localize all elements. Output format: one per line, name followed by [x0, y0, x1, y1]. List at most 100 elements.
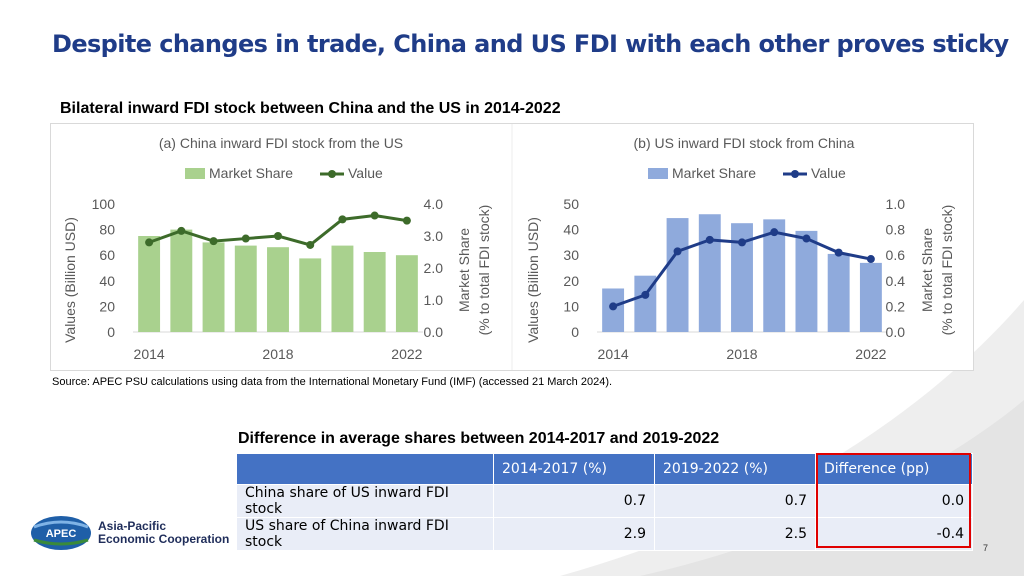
point-value: [145, 238, 154, 247]
x-axis-tick-label: 2014: [598, 346, 629, 362]
bar-market-share: [859, 262, 882, 332]
row-label: US share of China inward FDI stock: [236, 517, 494, 551]
bar-market-share: [395, 255, 418, 332]
section-title: Bilateral inward FDI stock between China…: [60, 100, 561, 117]
header-cell-blank: [236, 453, 494, 485]
right-axis-tick-label: 0.4: [886, 273, 906, 289]
bar-market-share: [698, 214, 721, 332]
right-axis-tick-label: 2.0: [424, 260, 444, 276]
header-cell-2019-2022: 2019-2022 (%): [654, 453, 816, 485]
point-value: [241, 234, 250, 243]
left-axis-tick-label: 10: [563, 298, 579, 314]
table-header-row: 2014-2017 (%) 2019-2022 (%) Difference (…: [236, 453, 973, 485]
left-axis-tick-label: 20: [563, 273, 579, 289]
cell-2014-2017: 0.7: [493, 484, 655, 518]
right-axis-tick-label: 0.0: [424, 324, 444, 340]
source-note: Source: APEC PSU calculations using data…: [52, 376, 613, 388]
point-value: [770, 228, 779, 237]
table-title: Difference in average shares between 201…: [238, 430, 720, 447]
cell-2019-2022: 0.7: [654, 484, 816, 518]
point-value: [641, 290, 650, 299]
point-value: [177, 226, 186, 235]
left-axis-tick-label: 0: [571, 324, 579, 340]
bar-market-share: [795, 230, 818, 332]
point-value: [673, 247, 682, 256]
point-value: [738, 238, 746, 247]
legend-label-value: Value: [811, 165, 846, 181]
legend-label-value: Value: [348, 165, 383, 181]
row-label: China share of US inward FDI stock: [236, 484, 494, 518]
legend-label-market-share: Market Share: [209, 165, 293, 181]
bar-market-share: [666, 218, 689, 332]
bar-market-share: [763, 219, 786, 332]
right-axis-title-line2: (% to total FDI stock): [476, 205, 492, 336]
bar-market-share: [363, 252, 386, 332]
x-axis-tick-label: 2018: [726, 346, 757, 362]
point-value: [834, 248, 843, 257]
charts-panel: (a) China inward FDI stock from the US Ma…: [50, 123, 974, 371]
cell-2014-2017: 2.9: [493, 517, 655, 551]
legend-label-market-share: Market Share: [672, 165, 756, 181]
difference-table: 2014-2017 (%) 2019-2022 (%) Difference (…: [236, 453, 973, 551]
point-value: [705, 235, 714, 244]
logo-line2: Economic Cooperation: [98, 532, 230, 546]
header-cell-2014-2017: 2014-2017 (%): [493, 453, 655, 485]
bar-market-share: [299, 258, 322, 332]
legend-marker-value: [791, 170, 799, 178]
difference-highlight-box: [816, 453, 971, 548]
legend-marker-value: [328, 170, 336, 178]
x-axis-tick-label: 2014: [134, 346, 165, 362]
logo-mark: APEC: [46, 528, 77, 540]
right-axis-title-line2: (% to total FDI stock): [939, 205, 955, 336]
apec-logo: APEC Asia-Pacific Economic Cooperation: [30, 515, 229, 551]
point-value: [866, 255, 875, 264]
bar-market-share: [827, 253, 850, 332]
x-axis-tick-label: 2022: [855, 346, 886, 362]
left-axis-tick-label: 100: [92, 196, 116, 212]
charts-svg: (a) China inward FDI stock from the US Ma…: [62, 124, 955, 370]
left-axis-tick-label: 60: [99, 247, 115, 263]
bar-market-share: [202, 242, 225, 332]
left-axis-tick-label: 40: [563, 222, 579, 238]
right-axis-tick-label: 1.0: [886, 196, 906, 212]
point-value: [802, 234, 811, 243]
right-axis-tick-label: 0.2: [886, 298, 906, 314]
left-axis-tick-label: 0: [107, 324, 115, 340]
right-axis-tick-label: 0.8: [886, 222, 906, 238]
left-axis-title: Values (Billion USD): [62, 217, 78, 343]
point-value: [609, 302, 618, 311]
left-axis-tick-label: 50: [563, 196, 579, 212]
legend-swatch-market-share: [185, 168, 205, 179]
left-axis-tick-label: 80: [99, 222, 115, 238]
point-value: [402, 216, 411, 225]
point-value: [370, 211, 379, 220]
right-axis-tick-label: 3.0: [424, 228, 444, 244]
slide-title: Despite changes in trade, China and US F…: [52, 30, 1009, 58]
left-axis-tick-label: 20: [99, 298, 115, 314]
x-axis-tick-label: 2022: [391, 346, 422, 362]
table-row: China share of US inward FDI stock 0.7 0…: [236, 484, 973, 518]
bar-market-share: [170, 229, 193, 332]
cell-difference: 0.0: [815, 484, 973, 518]
point-value: [209, 237, 218, 246]
right-axis-tick-label: 1.0: [424, 292, 444, 308]
bar-market-share: [138, 236, 161, 332]
chart-title: (a) China inward FDI stock from the US: [159, 135, 403, 151]
bar-market-share: [234, 245, 257, 332]
left-axis-tick-label: 30: [563, 247, 579, 263]
point-value: [338, 215, 347, 224]
logo-text: Asia-Pacific Economic Cooperation: [98, 520, 229, 546]
legend-swatch-market-share: [648, 168, 668, 179]
apec-globe-icon: APEC: [31, 516, 91, 550]
left-axis-title: Values (Billion USD): [525, 217, 541, 343]
right-axis-tick-label: 0.0: [886, 324, 906, 340]
right-axis-tick-label: 0.6: [886, 247, 906, 263]
left-axis-tick-label: 40: [99, 273, 115, 289]
right-axis-title-line1: Market Share: [456, 228, 472, 312]
table-row: US share of China inward FDI stock 2.9 2…: [236, 517, 973, 551]
logo-line1: Asia-Pacific: [98, 519, 167, 533]
point-value: [306, 240, 315, 249]
bar-market-share: [331, 245, 354, 332]
bar-market-share: [267, 247, 289, 332]
x-axis-tick-label: 2018: [262, 346, 293, 362]
